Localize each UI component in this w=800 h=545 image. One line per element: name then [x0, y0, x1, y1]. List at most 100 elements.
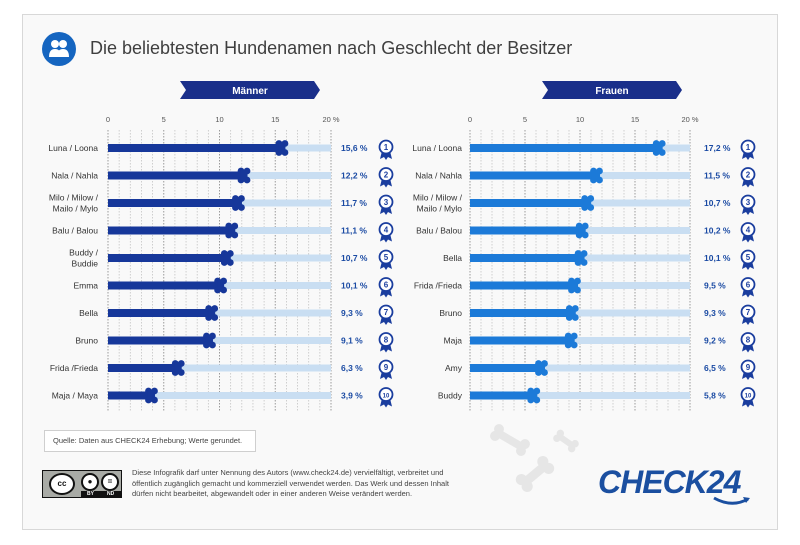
bone-shaft [522, 462, 548, 486]
bar-end-marker [147, 389, 155, 402]
bar-track [470, 309, 690, 317]
category-label: Luna / Loona [48, 143, 98, 153]
category-label: Bruno [439, 308, 462, 318]
chart-header-ribbon [542, 81, 682, 99]
bar [108, 309, 212, 317]
bar-end-marker [578, 224, 586, 237]
category-label: Milo / Milow / [413, 193, 463, 203]
bone-decoration-icon [553, 429, 579, 453]
rank-number: 6 [746, 281, 751, 290]
bar-end-marker [223, 252, 231, 264]
rank-number: 3 [746, 198, 751, 207]
data-label: 12,2 % [341, 171, 368, 181]
chart-title: Frauen [595, 86, 628, 97]
data-label: 6,3 % [341, 363, 363, 373]
category-label: Luna / Loona [412, 143, 462, 153]
data-label: 17,2 % [704, 143, 731, 153]
rank-number: 3 [384, 198, 389, 207]
rank-badge [378, 167, 394, 182]
category-label: Balu / Balou [416, 226, 462, 236]
bar-track [108, 392, 331, 399]
bar-end-marker [593, 169, 600, 182]
bar-end-marker [174, 362, 182, 374]
rank-badge [740, 304, 756, 320]
bar [108, 364, 179, 372]
data-label: 10,2 % [704, 226, 731, 236]
chart-title: Männer [232, 86, 268, 97]
x-tick-label: 15 [631, 115, 639, 124]
bone-knob [553, 434, 561, 443]
rank-badge [378, 249, 394, 265]
category-label: Frida /Frieda [50, 363, 98, 373]
bar [470, 364, 542, 372]
category-label: Nala / Nahla [415, 171, 462, 181]
data-label: 9,3 % [341, 308, 363, 318]
rank-number: 9 [384, 363, 389, 372]
rank-number: 8 [746, 336, 751, 345]
category-label: Balu / Balou [52, 226, 98, 236]
data-label: 10,1 % [341, 281, 368, 291]
category-label: Buddy / [69, 248, 98, 258]
rank-badge [378, 222, 394, 237]
data-label: 11,5 % [704, 171, 730, 181]
rank-number: 8 [384, 336, 389, 345]
category-label: Emma [73, 281, 98, 291]
rank-number: 7 [746, 308, 751, 317]
rank-badge [740, 332, 756, 347]
rank-number: 2 [746, 171, 751, 180]
data-label: 3,9 % [341, 391, 363, 401]
rank-badge [740, 387, 756, 402]
bar [470, 226, 583, 235]
category-label: Mailo / Mylo [417, 204, 463, 214]
bar-end-marker [577, 252, 585, 264]
rank-badge [378, 277, 394, 292]
bar [470, 199, 588, 207]
category-label: Bruno [75, 336, 98, 346]
bone-decoration-icon [490, 424, 530, 456]
bone-knob [567, 444, 576, 453]
bar [470, 171, 597, 180]
x-tick-label: 0 [106, 115, 110, 124]
source-note: Quelle: Daten aus CHECK24 Erhebung; Wert… [44, 430, 256, 452]
bar [108, 281, 221, 290]
data-label: 9,1 % [341, 336, 363, 346]
bar-end-marker [538, 362, 545, 374]
x-tick-label: 20 % [681, 115, 698, 124]
bone-knob [543, 462, 555, 475]
rank-number: 5 [384, 253, 389, 262]
bar [470, 391, 534, 400]
data-label: 10,1 % [704, 253, 731, 263]
rank-badge [740, 249, 756, 265]
category-label: Maja [444, 336, 463, 346]
category-label: Nala / Nahla [51, 171, 98, 181]
data-label: 9,2 % [704, 336, 726, 346]
bar [470, 336, 572, 345]
bar-end-marker [567, 334, 575, 347]
bone-knob [521, 480, 533, 493]
bone-decoration-icon [515, 455, 555, 493]
rank-badge [740, 194, 756, 210]
bar-end-marker [530, 389, 538, 402]
bar [108, 254, 228, 262]
rank-number: 10 [383, 394, 390, 400]
bar-track [108, 309, 331, 317]
rank-number: 7 [384, 308, 389, 317]
bar-end-marker [655, 142, 663, 154]
bar-end-marker [278, 142, 286, 154]
cc-logo-icon: cc [49, 473, 75, 495]
rank-badge [740, 359, 756, 375]
rank-number: 1 [746, 143, 751, 152]
bar [108, 144, 282, 152]
bar-end-marker [217, 279, 225, 292]
rank-badge [378, 387, 394, 402]
rank-badge [378, 139, 394, 155]
rank-number: 5 [746, 253, 751, 262]
data-label: 9,3 % [704, 308, 726, 318]
bar-end-marker [584, 197, 592, 209]
bar [108, 391, 152, 400]
data-label: 11,1 % [341, 226, 367, 236]
rank-number: 9 [746, 363, 751, 372]
rank-badge [378, 304, 394, 320]
brand-logo: CHECK24 [598, 464, 741, 500]
rank-badge [378, 194, 394, 210]
